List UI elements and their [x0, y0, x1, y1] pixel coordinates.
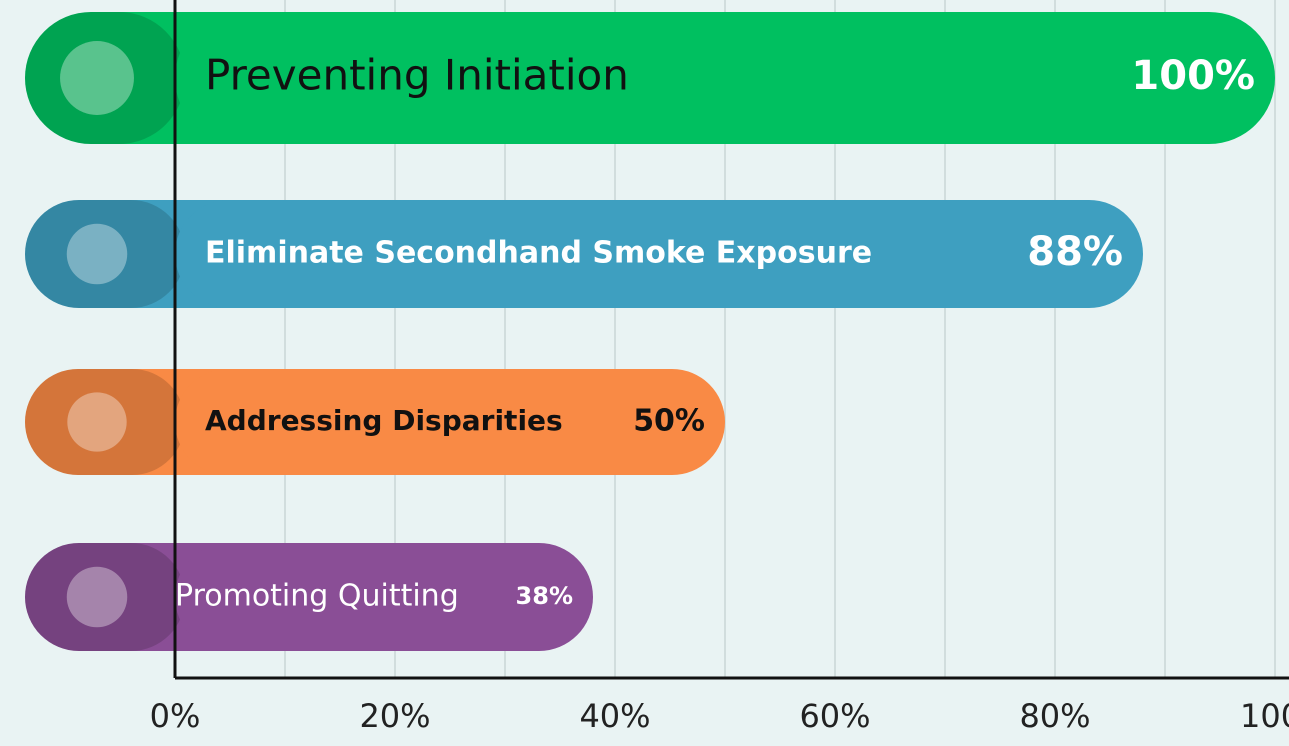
x-tick-label: 20% — [359, 697, 430, 735]
value-label: 38% — [516, 582, 573, 610]
icon — [67, 224, 127, 284]
category-label: Eliminate Secondhand Smoke Exposure — [205, 236, 872, 271]
category-label: Promoting Quitting — [175, 579, 459, 614]
x-tick-label: 80% — [1019, 697, 1090, 735]
x-tick-label: 100% — [1240, 697, 1289, 735]
x-tick-label: 0% — [150, 697, 201, 735]
value-label: 88% — [1027, 229, 1123, 275]
category-label: Addressing Disparities — [205, 404, 563, 437]
icon — [67, 392, 126, 451]
value-label: 100% — [1131, 53, 1255, 99]
x-tick-label: 60% — [799, 697, 870, 735]
icon — [60, 41, 134, 115]
page: {"chart_data": {"type": "bar", "orientat… — [0, 0, 1289, 746]
category-label: Preventing Initiation — [205, 51, 629, 100]
icon — [67, 567, 127, 627]
x-tick-label: 40% — [579, 697, 650, 735]
chart: 0% 20% 40% 60% 80% 100% Preventing Initiation 1… — [0, 0, 1289, 746]
value-label: 50% — [633, 404, 705, 439]
